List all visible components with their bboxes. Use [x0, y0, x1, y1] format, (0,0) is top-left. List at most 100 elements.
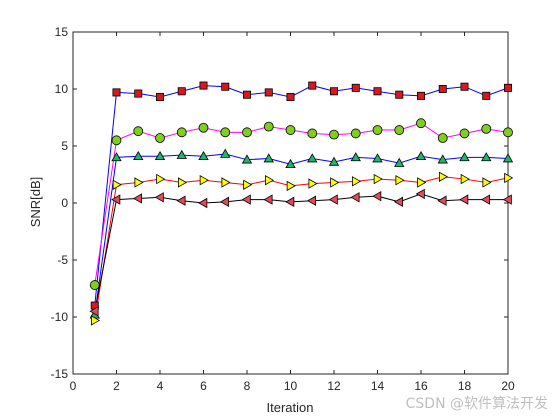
data-point-square	[395, 90, 404, 99]
data-point-triangle-left	[198, 197, 208, 209]
data-point-triangle-right	[243, 179, 253, 190]
data-point-circle	[329, 129, 339, 140]
data-point-triangle-left	[219, 196, 230, 208]
data-point-triangle-up	[328, 156, 340, 166]
x-tick-label: 0	[70, 379, 77, 393]
data-point-square	[155, 92, 164, 101]
data-point-square	[373, 87, 382, 96]
data-point-circle	[307, 128, 318, 139]
data-point-circle	[481, 123, 492, 134]
data-point-triangle-up	[394, 157, 405, 167]
data-point-circle	[176, 127, 187, 138]
data-point-triangle-left	[263, 194, 273, 205]
data-point-circle	[242, 127, 252, 138]
data-point-triangle-right	[351, 176, 362, 187]
data-point-triangle-up	[502, 153, 514, 163]
data-point-triangle-right	[308, 178, 318, 189]
data-point-triangle-left	[502, 194, 512, 205]
data-point-circle	[133, 126, 144, 137]
data-point-triangle-left	[154, 192, 164, 203]
data-point-circle	[437, 133, 448, 143]
data-point-circle	[111, 135, 122, 146]
data-point-square	[242, 90, 251, 99]
data-point-triangle-right	[134, 177, 144, 188]
data-point-triangle-right	[286, 180, 296, 192]
data-point-square	[177, 87, 186, 96]
data-point-circle	[372, 125, 383, 135]
data-point-square	[264, 88, 273, 97]
y-tick-label: 15	[55, 25, 69, 39]
data-point-square	[134, 89, 143, 98]
data-point-circle	[394, 125, 405, 135]
data-point-circle	[416, 118, 426, 129]
data-point-square	[329, 87, 338, 96]
data-point-circle	[198, 122, 209, 133]
data-point-triangle-up	[481, 152, 492, 162]
data-point-triangle-left	[285, 196, 295, 208]
y-tick-label: -15	[51, 367, 69, 381]
data-point-circle	[155, 133, 165, 143]
data-point-triangle-left	[176, 195, 186, 206]
data-point-triangle-left	[241, 194, 251, 205]
x-tick-label: 2	[113, 379, 120, 393]
x-tick-label: 12	[327, 379, 341, 393]
data-point-square	[199, 81, 208, 90]
data-point-triangle-up	[241, 154, 253, 164]
y-axis-label: SNR[dB]	[28, 177, 43, 228]
data-point-triangle-right	[460, 173, 470, 185]
data-point-triangle-up	[263, 153, 274, 163]
data-point-triangle-right	[373, 173, 383, 185]
data-point-triangle-up	[437, 154, 448, 164]
data-point-circle	[263, 121, 274, 132]
data-point-triangle-up	[220, 148, 231, 158]
x-tick-label: 20	[501, 379, 515, 393]
x-tick-label: 14	[371, 379, 385, 393]
data-point-square	[416, 91, 425, 100]
data-point-triangle-up	[372, 153, 383, 163]
data-point-triangle-up	[285, 158, 296, 169]
data-point-triangle-left	[393, 196, 404, 208]
watermark-text: CSDN @软件算法开发	[406, 396, 548, 412]
y-tick-label: 5	[61, 139, 68, 153]
data-point-triangle-up	[111, 152, 122, 162]
series-line-3	[94, 153, 509, 315]
data-point-triangle-up	[350, 152, 361, 162]
data-point-square	[438, 85, 447, 94]
x-tick-label: 8	[244, 379, 251, 393]
data-point-triangle-left	[306, 195, 317, 206]
data-point-triangle-left	[89, 306, 99, 317]
y-tick-label: 10	[55, 82, 69, 96]
data-point-square	[503, 83, 512, 92]
data-point-triangle-right	[330, 177, 340, 188]
x-axis-label: Iteration	[267, 400, 314, 415]
data-point-triangle-right	[112, 179, 122, 190]
data-point-triangle-up	[415, 150, 427, 161]
data-point-triangle-right	[264, 175, 275, 186]
data-point-triangle-left	[415, 188, 425, 200]
x-tick-label: 16	[414, 379, 428, 393]
data-point-square	[482, 91, 491, 100]
x-tick-label: 6	[200, 379, 207, 393]
data-point-circle	[220, 127, 231, 138]
data-point-triangle-left	[459, 194, 469, 205]
data-point-square	[460, 82, 469, 91]
data-point-circle	[459, 128, 470, 139]
x-tick-label: 10	[284, 379, 298, 393]
data-point-triangle-right	[156, 173, 166, 185]
data-point-circle	[503, 127, 513, 138]
data-point-triangle-up	[176, 149, 187, 159]
data-point-triangle-up	[133, 150, 144, 161]
axes: 0 2 4 6 8 10 12 14 16 18 20 -15 -10 -5 0 5 10 15	[51, 25, 515, 393]
data-point-square	[112, 88, 121, 97]
y-tick-label: -10	[51, 310, 69, 324]
data-point-triangle-right	[417, 177, 427, 188]
data-point-triangle-left	[132, 193, 143, 204]
data-point-triangle-up	[307, 153, 318, 163]
data-point-square	[286, 92, 295, 101]
data-point-triangle-right	[482, 177, 492, 188]
data-point-square	[221, 82, 230, 91]
y-tick-label: -5	[57, 253, 68, 267]
data-point-triangle-right	[438, 171, 449, 182]
data-point-triangle-right	[199, 175, 209, 186]
data-point-circle	[89, 280, 100, 290]
